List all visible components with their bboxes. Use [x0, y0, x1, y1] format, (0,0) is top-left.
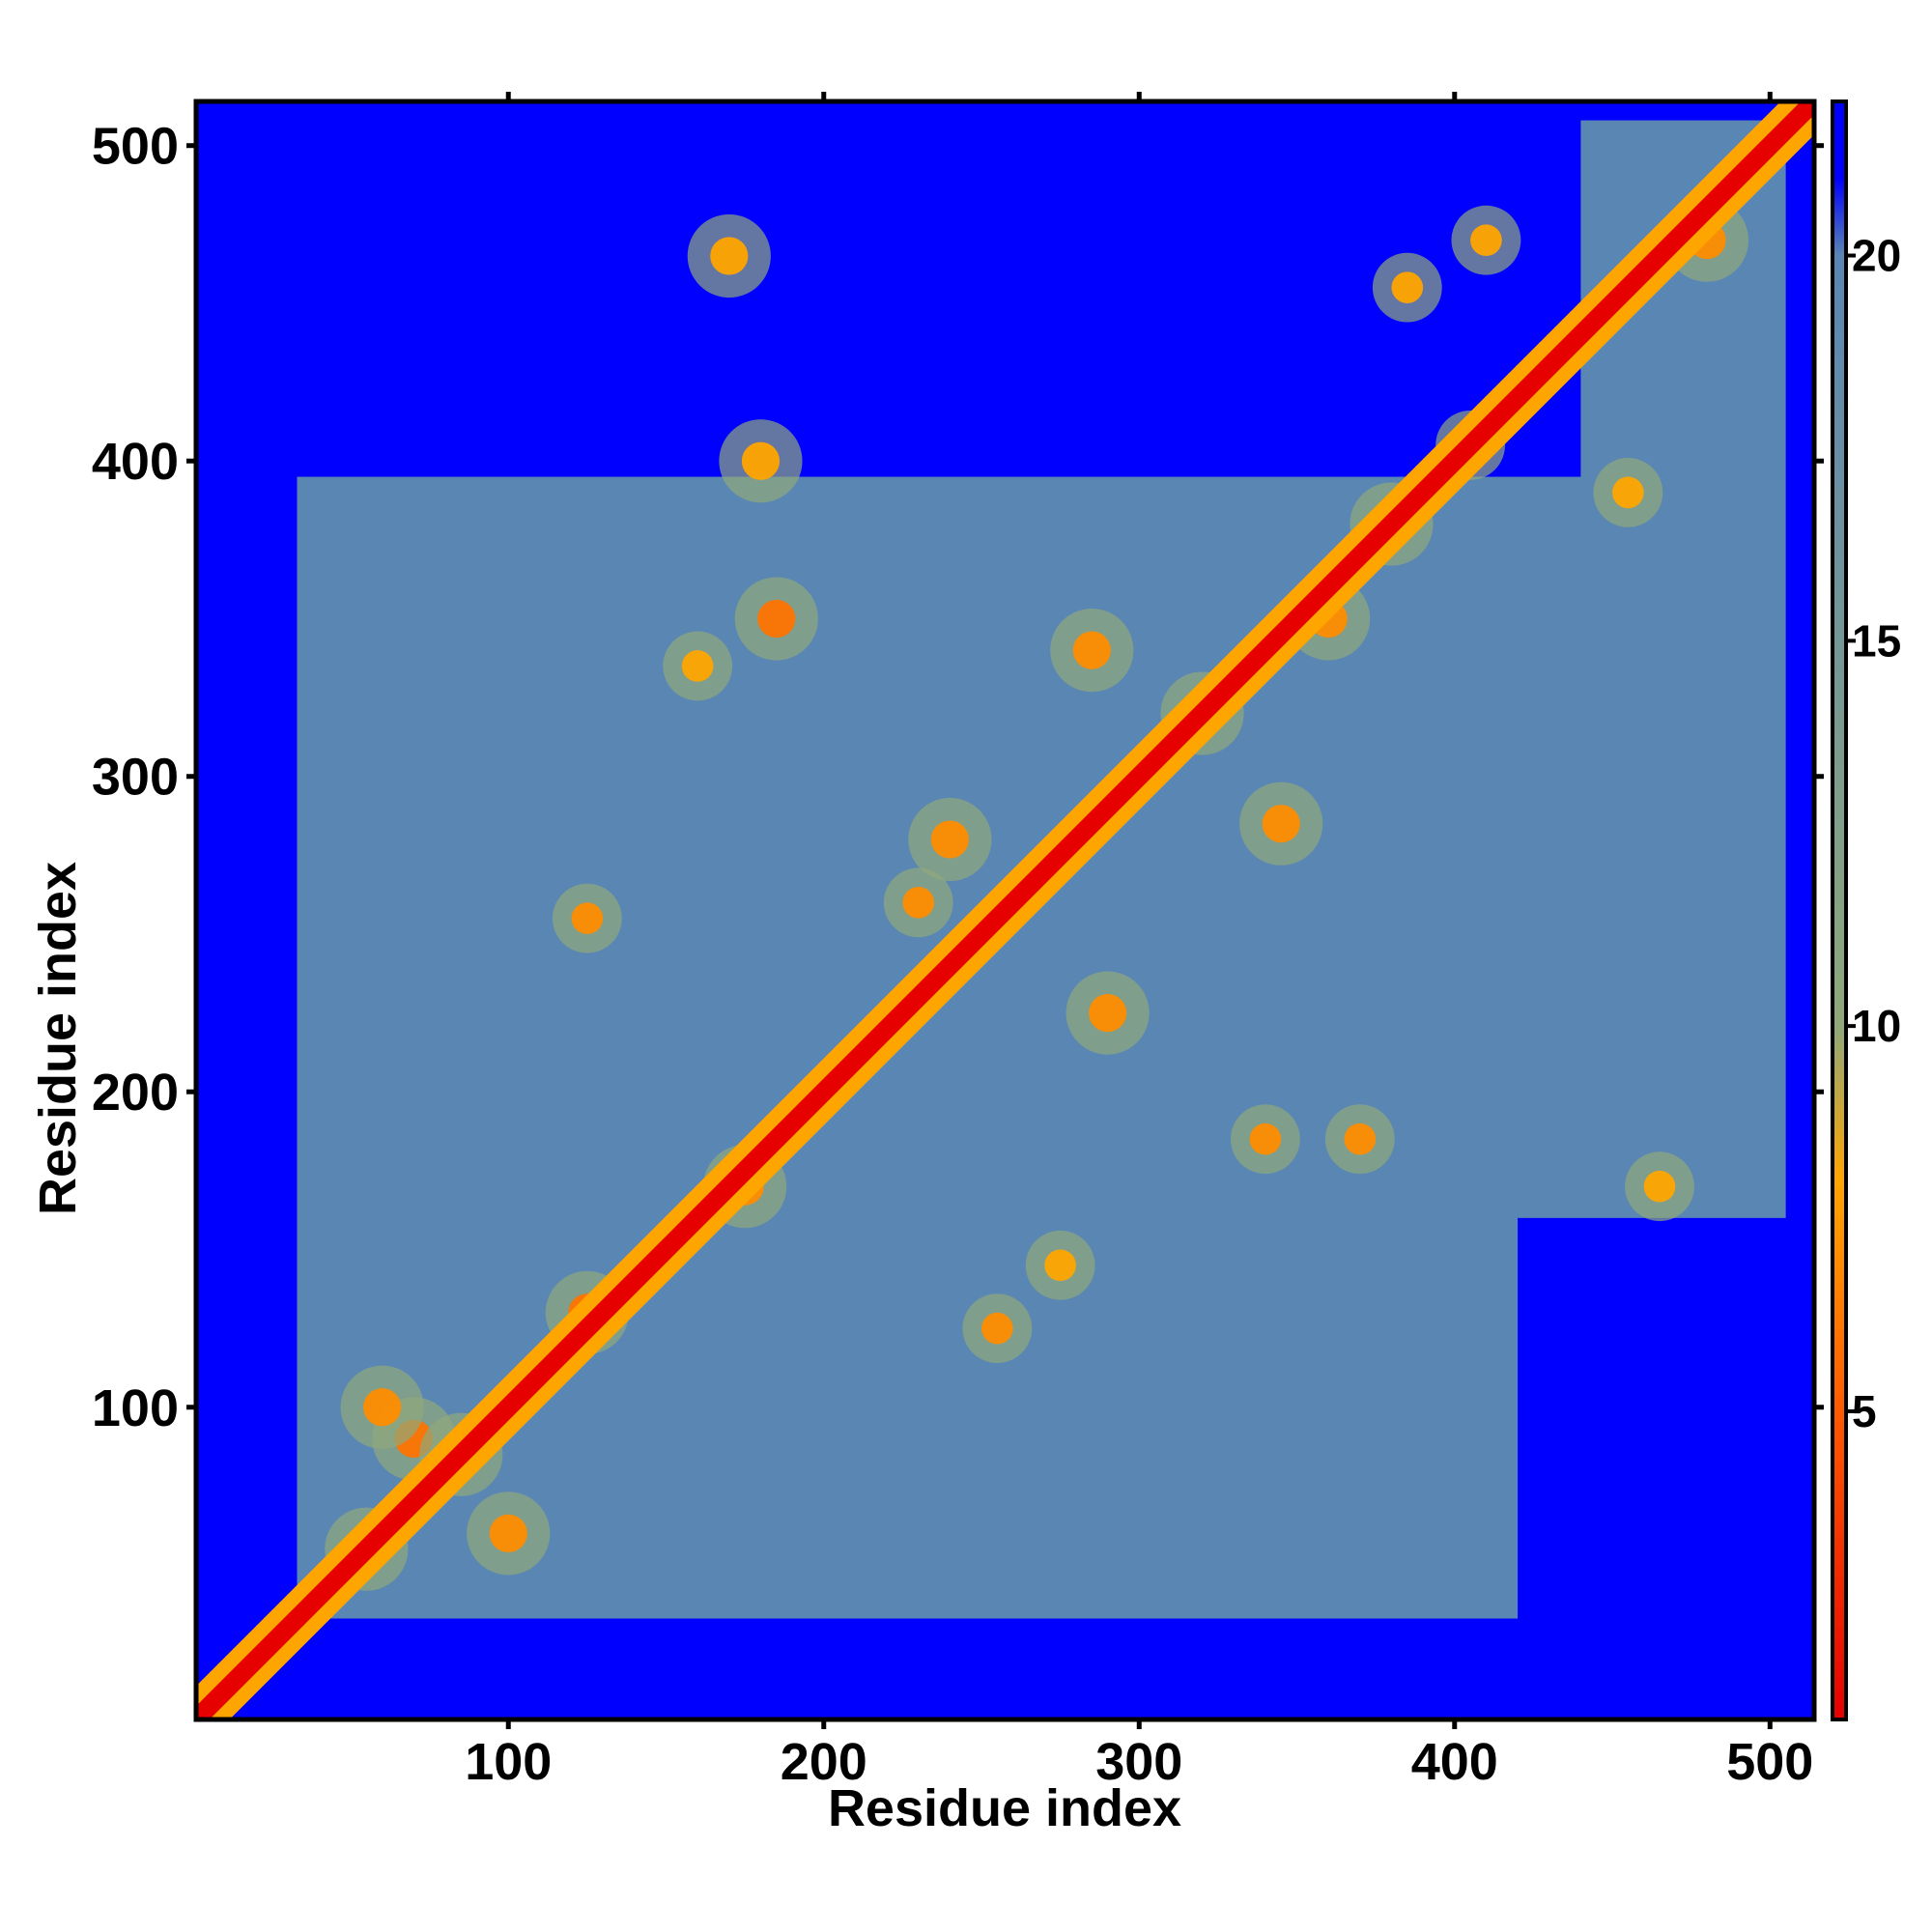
heatmap-contact-cell: [489, 1514, 527, 1552]
plot-frame: [193, 99, 1817, 1722]
heatmap-contact-cell: [681, 650, 714, 682]
heatmap-contact-cell: [757, 599, 796, 639]
colorbar-tick-label: 15: [1852, 615, 1901, 666]
x-tick-label: 300: [1095, 1733, 1182, 1791]
y-tick-label: 500: [92, 118, 179, 176]
y-tick-label: 400: [92, 433, 179, 491]
y-tick-label: 300: [92, 749, 179, 807]
heatmap-contact-cell: [1643, 1170, 1676, 1203]
heatmap-contact-cell: [1612, 476, 1644, 509]
y-axis-title: Residue index: [29, 862, 87, 1215]
y-tick-label: 100: [92, 1379, 179, 1437]
heatmap-empty-region: [196, 101, 282, 1634]
heatmap-empty-region: [1785, 101, 1814, 1719]
diagonal-cell: [196, 101, 1814, 1719]
axes: 100 200 300 400 500 100 200 300 400 500: [92, 92, 1824, 1791]
heatmap-contact-cell: [1391, 271, 1424, 303]
colorbar-tick-label: 10: [1852, 1001, 1901, 1051]
colorbar-tick-label: 5: [1852, 1386, 1877, 1436]
heatmap-contact-cell: [710, 237, 749, 275]
heatmap-contact-cell: [741, 441, 781, 480]
x-tick-label: 500: [1726, 1733, 1813, 1791]
heatmap-contact-cell: [1089, 994, 1127, 1033]
colorbar-bar: [1831, 99, 1848, 1721]
colorbar: 5 10 15 20: [1831, 99, 1901, 1721]
heatmap-plot-area: [196, 101, 1814, 1719]
heatmap-contact-cell: [981, 1312, 1013, 1345]
heatmap-contact-cell: [363, 1388, 402, 1427]
heatmap-contact-cell: [1344, 1122, 1377, 1155]
y-tick-label: 200: [92, 1064, 179, 1122]
colorbar-tick-label: 20: [1852, 231, 1901, 281]
heatmap-contact-cell: [902, 887, 935, 919]
x-tick-label: 400: [1411, 1733, 1498, 1791]
heatmap-empty-region: [1518, 1217, 1814, 1719]
heatmap-contact-cell: [930, 820, 969, 859]
heatmap-contact-cell: [1470, 224, 1502, 256]
heatmap-contact-cell: [1249, 1122, 1282, 1155]
heatmap-contact-cell: [571, 902, 604, 934]
x-axis-title: Residue index: [828, 1779, 1181, 1837]
x-tick-label: 200: [781, 1733, 867, 1791]
heatmap-empty-region: [196, 101, 1581, 477]
x-tick-label: 100: [465, 1733, 552, 1791]
heatmap-contact-cell: [1044, 1249, 1076, 1282]
heatmap-contact-cell: [1262, 805, 1300, 843]
heatmap-contact-cell: [1072, 631, 1111, 669]
